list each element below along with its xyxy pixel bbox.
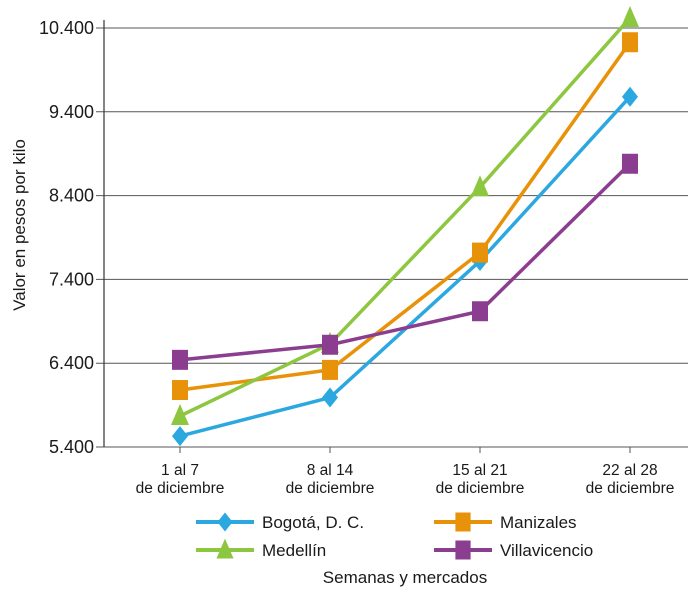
x-tick-label: de diciembre	[436, 480, 525, 497]
y-axis-title: Valor en pesos por kilo	[10, 139, 29, 311]
point-marker	[455, 540, 471, 560]
x-tick-label: de diciembre	[136, 480, 225, 497]
x-tick-label: 1 al 7	[161, 462, 199, 479]
legend: Bogotá, D. C. Manizales Medellín Villavicen…	[196, 512, 593, 560]
series	[171, 5, 639, 425]
point-marker	[322, 334, 338, 355]
point-marker	[322, 387, 338, 408]
point-marker	[622, 153, 638, 174]
x-tick-label: de diciembre	[586, 480, 675, 497]
x-tick-label: de diciembre	[286, 480, 375, 497]
y-axis-ticks: 5.400 6.400 7.400 8.400 9.400 10.400	[39, 18, 94, 457]
point-marker	[622, 32, 638, 53]
legend-label: Bogotá, D. C.	[262, 513, 364, 532]
legend-item: Medellín	[196, 538, 326, 560]
y-tick-label: 6.400	[49, 353, 94, 373]
series	[172, 153, 638, 370]
y-tick-label: 5.400	[49, 437, 94, 457]
legend-label: Manizales	[500, 513, 577, 532]
point-marker	[472, 242, 488, 263]
point-marker	[322, 359, 338, 380]
point-marker	[471, 175, 489, 197]
point-marker	[171, 403, 189, 425]
point-marker	[217, 512, 233, 532]
y-tick-label: 9.400	[49, 102, 94, 122]
point-marker	[172, 380, 188, 401]
legend-item: Villavicencio	[434, 540, 593, 560]
legend-item: Bogotá, D. C.	[196, 512, 364, 532]
series-line	[179, 162, 632, 362]
x-tick-label: 8 al 14	[307, 462, 354, 479]
series-lines	[171, 5, 639, 447]
point-marker	[622, 86, 638, 107]
point-marker	[216, 538, 234, 559]
point-marker	[172, 426, 188, 447]
y-tick-label: 7.400	[49, 269, 94, 289]
y-tick-label: 8.400	[49, 186, 94, 206]
x-axis-title: Semanas y mercados	[323, 568, 487, 587]
point-marker	[455, 512, 471, 532]
x-tick-label: 15 al 21	[452, 462, 507, 479]
point-marker	[472, 301, 488, 322]
legend-item: Manizales	[434, 512, 577, 532]
x-tick-label: 22 al 28	[602, 462, 657, 479]
point-marker	[172, 349, 188, 370]
y-tick-label: 10.400	[39, 18, 94, 38]
legend-label: Medellín	[262, 541, 326, 560]
legend-label: Villavicencio	[500, 541, 593, 560]
point-marker	[621, 5, 639, 27]
series-line	[179, 16, 632, 418]
